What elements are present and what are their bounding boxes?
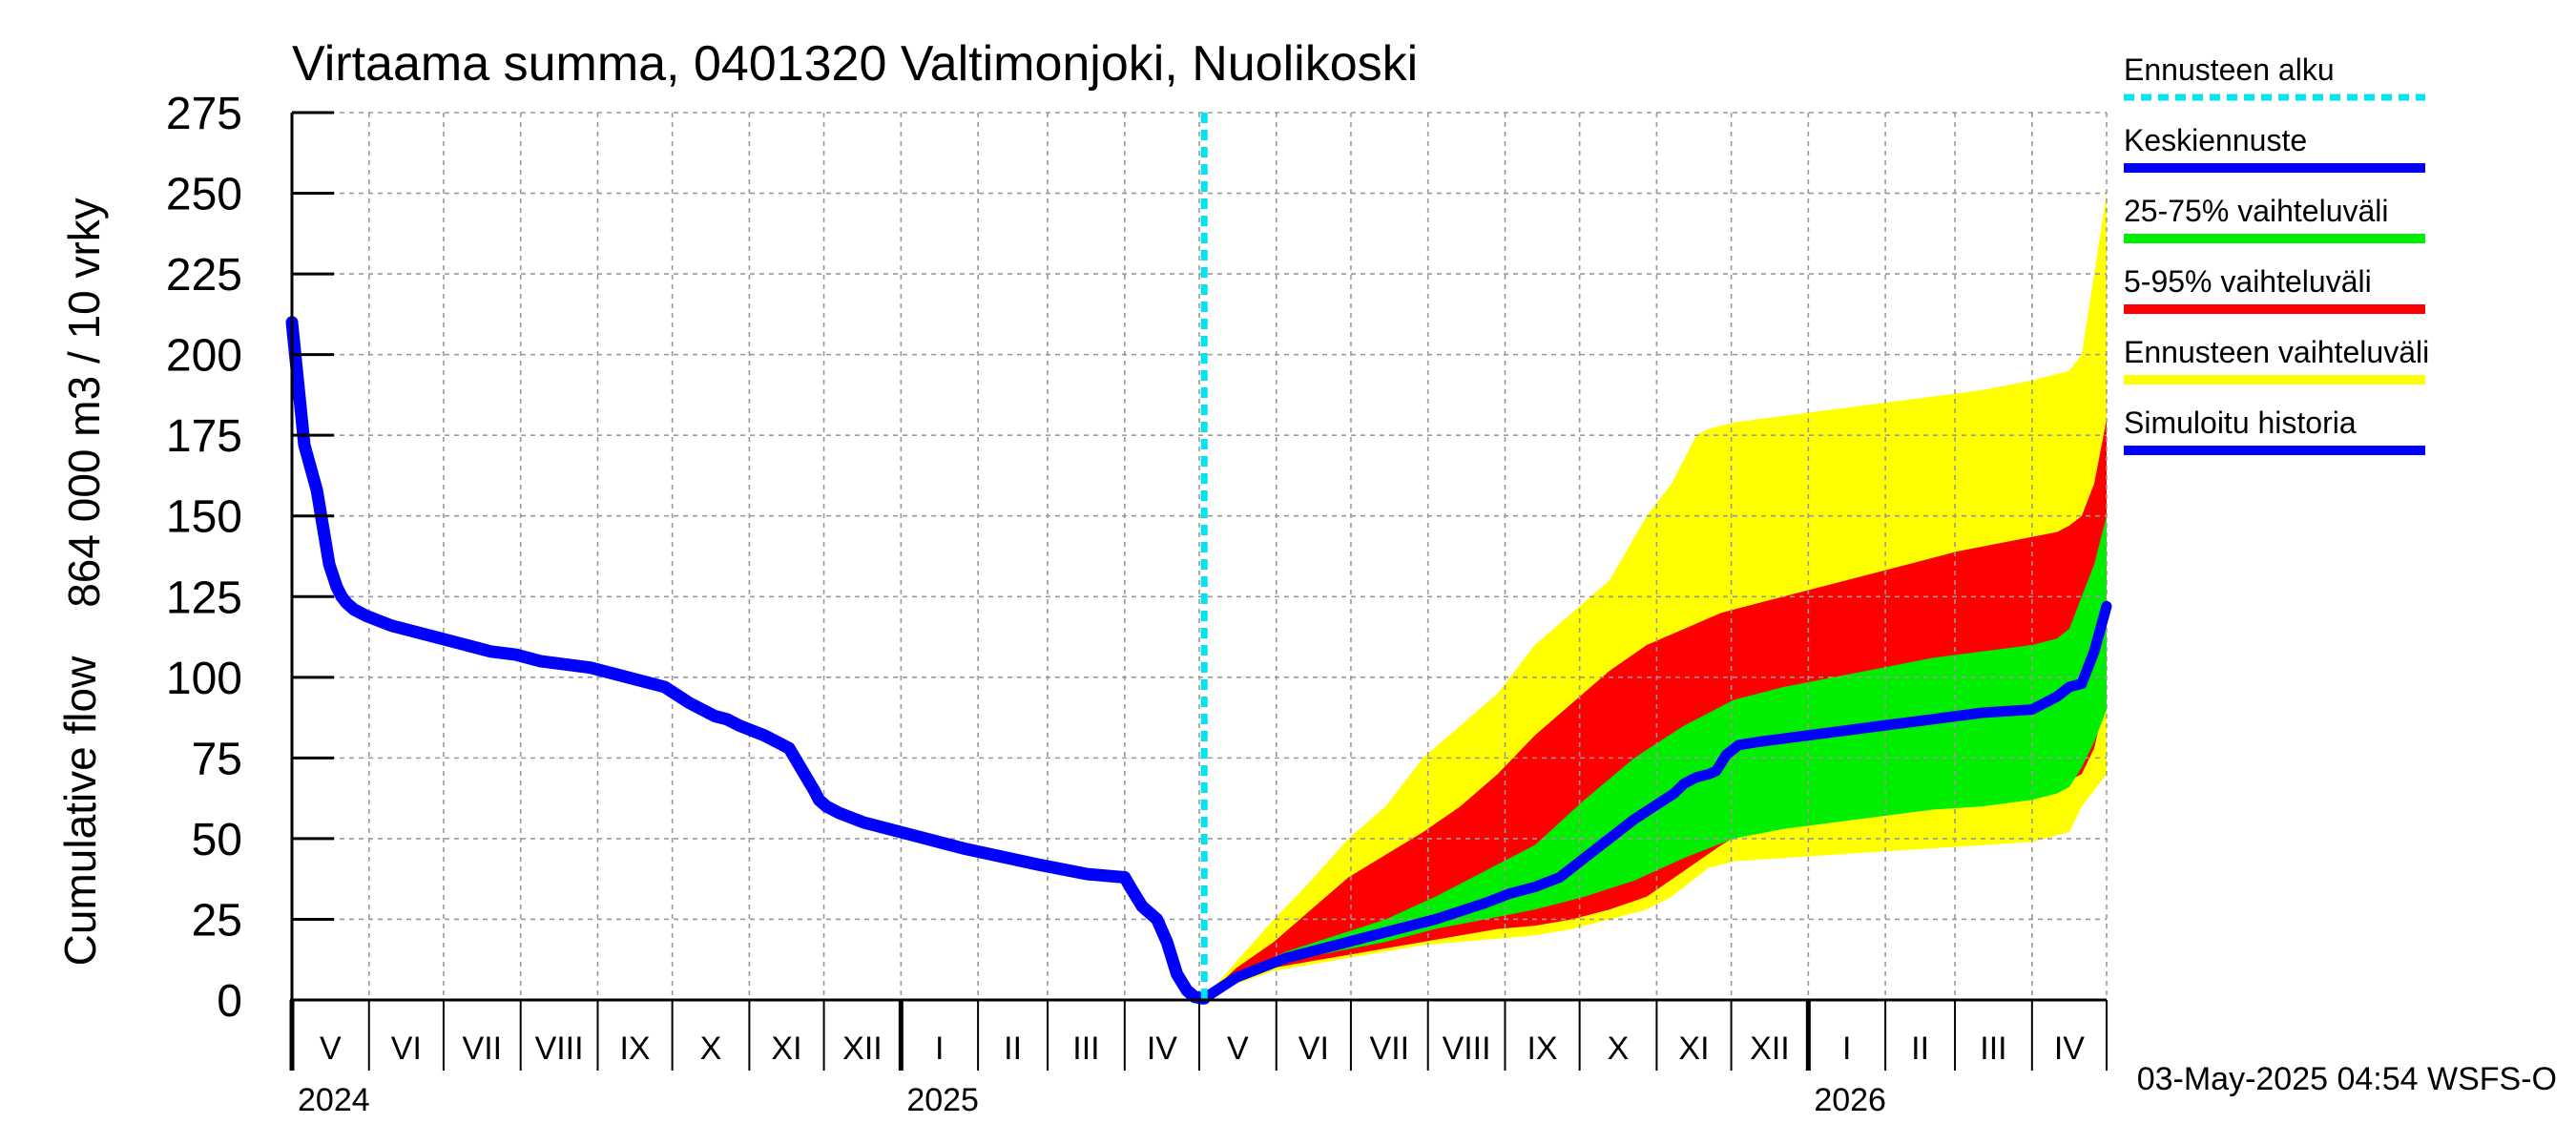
x-month-label-6: XI: [771, 1030, 801, 1067]
y-tick-label-225: 225: [166, 250, 242, 301]
x-month-label-16: IX: [1527, 1030, 1557, 1067]
y-tick-label-150: 150: [166, 492, 242, 543]
y-tick-label-275: 275: [166, 89, 242, 139]
y-tick-label-200: 200: [166, 331, 242, 382]
x-month-label-9: II: [1004, 1030, 1022, 1067]
x-month-label-5: X: [700, 1030, 722, 1067]
x-month-label-13: VI: [1298, 1030, 1329, 1067]
chart-svg: Virtaama summa, 0401320 Valtimonjoki, Nu…: [0, 0, 2576, 1145]
y-tick-label-125: 125: [166, 572, 242, 623]
y-tick-label-100: 100: [166, 654, 242, 704]
x-month-label-11: IV: [1147, 1030, 1177, 1067]
x-year-label-2026: 2026: [1814, 1082, 1886, 1118]
x-month-label-12: V: [1227, 1030, 1249, 1067]
x-month-label-23: IV: [2054, 1030, 2085, 1067]
x-month-label-20: I: [1842, 1030, 1851, 1067]
x-month-label-3: VIII: [535, 1030, 584, 1067]
x-month-label-4: IX: [619, 1030, 650, 1067]
x-month-label-18: XI: [1678, 1030, 1709, 1067]
x-year-label-2025: 2025: [906, 1082, 979, 1118]
chart-title: Virtaama summa, 0401320 Valtimonjoki, Nu…: [292, 36, 1418, 92]
y-axis-labels: 864 000 m3 / 10 vrky Cumulative flow: [55, 198, 109, 966]
y-tick-label-250: 250: [166, 170, 242, 220]
x-month-label-1: VI: [391, 1030, 422, 1067]
chart-root: Virtaama summa, 0401320 Valtimonjoki, Nu…: [0, 0, 2576, 1145]
x-month-label-17: X: [1608, 1030, 1630, 1067]
legend-label-ennusteen-alku: Ennusteen alku: [2124, 52, 2335, 87]
y-tick-label-175: 175: [166, 411, 242, 462]
y-axis-label-primary: 864 000 m3 / 10 vrky: [59, 198, 109, 608]
y-tick-label-25: 25: [192, 895, 242, 946]
y-tick-label-75: 75: [192, 734, 242, 784]
y-axis-label-secondary: Cumulative flow: [55, 656, 105, 966]
x-month-label-14: VII: [1370, 1030, 1410, 1067]
legend-label-ennusteen-vaihteluv-li: Ennusteen vaihteluväli: [2124, 335, 2429, 369]
x-month-label-7: XII: [842, 1030, 883, 1067]
y-tick-label-0: 0: [217, 976, 242, 1027]
legend-label-25-75-vaihteluv-li: 25-75% vaihteluväli: [2124, 194, 2389, 228]
legend-label-keskiennuste: Keskiennuste: [2124, 123, 2307, 157]
x-year-label-2024: 2024: [298, 1082, 370, 1118]
legend-label-simuloitu-historia: Simuloitu historia: [2124, 406, 2357, 440]
x-month-label-19: XII: [1750, 1030, 1790, 1067]
x-month-label-15: VIII: [1443, 1030, 1491, 1067]
x-month-label-21: II: [1911, 1030, 1929, 1067]
footer-timestamp: 03-May-2025 04:54 WSFS-O: [2137, 1061, 2557, 1097]
x-month-label-0: V: [320, 1030, 342, 1067]
legend-label-5-95-vaihteluv-li: 5-95% vaihteluväli: [2124, 264, 2372, 299]
y-tick-label-50: 50: [192, 815, 242, 865]
x-month-label-10: III: [1072, 1030, 1099, 1067]
x-month-label-2: VII: [463, 1030, 503, 1067]
x-month-label-22: III: [1980, 1030, 2006, 1067]
x-month-label-8: I: [935, 1030, 944, 1067]
